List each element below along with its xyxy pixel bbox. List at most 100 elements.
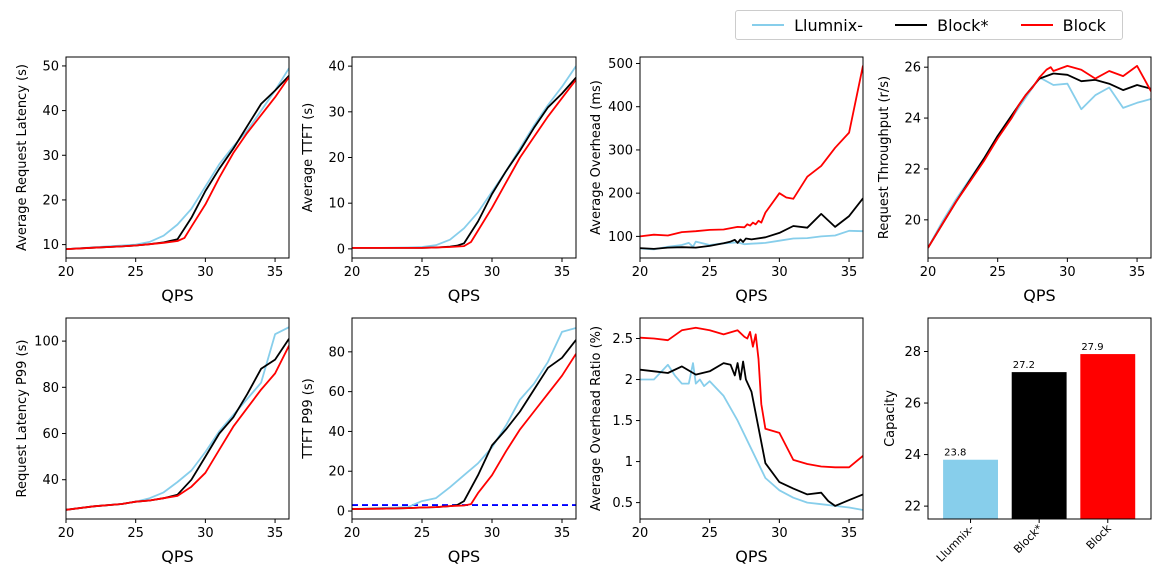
series-line-block (640, 65, 863, 238)
y-axis-label: Request Throughput (r/s) (877, 76, 892, 239)
x-axis-label: QPS (448, 286, 480, 305)
x-tick-label: 25 (701, 265, 718, 280)
plot-area (640, 326, 863, 511)
y-axis-label: Average Overhead (ms) (589, 80, 604, 235)
y-tick-label: 10 (328, 197, 345, 212)
plot-area (352, 327, 576, 510)
y-tick-label: 26 (904, 397, 921, 412)
y-tick-label: 200 (608, 187, 633, 202)
series-line-block (352, 339, 576, 510)
panel-p7: 20 25 30 35 QPS 0.5 1 1.5 2 2.5 Average Overhead R… (589, 317, 864, 566)
x-tick-label: 20 (632, 526, 649, 541)
axes-frame (639, 317, 864, 520)
plot-area (640, 65, 863, 251)
series-line-block (352, 77, 576, 249)
y-axis-label: Capacity (883, 390, 898, 447)
panel-p5: 20 25 30 35 QPS 40 60 80 100 Request Latency P99 … (15, 317, 290, 566)
axes-frame (65, 317, 290, 520)
plot-area (352, 65, 576, 249)
series-line-llumnix (640, 362, 863, 511)
x-tick-label: 30 (771, 265, 788, 280)
series-line-llumnix (352, 327, 576, 510)
x-tick-label: 35 (554, 265, 571, 280)
x-tick-label: 35 (267, 526, 284, 541)
x-axis-label: QPS (161, 547, 193, 566)
y-tick-label: 500 (608, 57, 633, 72)
panel-p6: 20 25 30 35 QPS 0 20 40 60 80 TTFT P99 (s) (301, 317, 577, 566)
panel-p1: 20 25 30 35 QPS 10 20 30 40 50 Average Request Lat… (15, 56, 290, 305)
legend-label-llumnix: Llumnix- (794, 15, 863, 35)
series-line-block (352, 353, 576, 510)
x-tick-label: 30 (484, 265, 501, 280)
y-axis-label: Request Latency P99 (s) (15, 340, 30, 498)
series-line-llumnix (352, 65, 576, 249)
y-tick-label: 40 (42, 473, 59, 488)
x-tick-label: 35 (841, 265, 858, 280)
y-tick-label: 30 (328, 105, 345, 120)
y-tick-label: 2 (625, 373, 633, 388)
panel-p2: 20 25 30 35 QPS 0 10 20 30 40 Average TTFT (s) (301, 56, 577, 305)
legend-swatch-blockstar (895, 24, 928, 26)
x-tick-label: 35 (1129, 265, 1146, 280)
y-tick-label: 24 (904, 448, 921, 463)
y-tick-label: 40 (328, 60, 345, 75)
y-axis-label: Average TTFT (s) (301, 103, 316, 212)
x-tick-label: 25 (414, 265, 431, 280)
bar-value-label: 27.2 (1013, 360, 1035, 371)
x-tick-label: Block (1084, 521, 1115, 552)
series-line-block (352, 79, 576, 249)
x-tick-label: Block* (1011, 522, 1045, 556)
x-tick-label: 35 (841, 526, 858, 541)
bar-block (1080, 354, 1136, 519)
legend: Llumnix- Block* Block (735, 10, 1123, 40)
series-line-block (66, 338, 289, 511)
legend-swatch-block (1020, 24, 1053, 26)
plot-area (928, 65, 1151, 249)
y-axis-label: Average Request Latency (s) (15, 64, 30, 251)
y-tick-label: 10 (42, 238, 59, 253)
x-tick-label: 20 (58, 265, 75, 280)
y-tick-label: 80 (42, 381, 59, 396)
y-tick-label: 20 (328, 465, 345, 480)
x-axis-label: QPS (161, 286, 193, 305)
y-tick-label: 22 (904, 162, 921, 177)
x-tick-label: 20 (344, 526, 361, 541)
y-tick-label: 20 (328, 151, 345, 166)
x-tick-label: 25 (414, 526, 431, 541)
y-tick-label: 100 (608, 230, 633, 245)
series-line-block (66, 76, 289, 250)
x-tick-label: 30 (484, 526, 501, 541)
y-tick-label: 28 (904, 345, 921, 360)
y-tick-label: 300 (608, 143, 633, 158)
y-tick-label: 1 (625, 455, 633, 470)
y-tick-label: 40 (42, 104, 59, 119)
legend-label-block: Block (1062, 15, 1106, 35)
x-tick-label: 25 (701, 526, 718, 541)
series-line-block (640, 197, 863, 250)
x-tick-label: 30 (1059, 265, 1076, 280)
bar-block (1011, 372, 1067, 519)
x-tick-label: 25 (989, 265, 1006, 280)
legend-label-blockstar: Block* (937, 15, 989, 35)
y-tick-label: 20 (42, 193, 59, 208)
legend-swatch-llumnix (752, 24, 785, 26)
y-tick-label: 2.5 (612, 332, 633, 347)
series-line-llumnix (66, 67, 289, 250)
x-axis-label: QPS (448, 547, 480, 566)
x-axis-label: QPS (1023, 286, 1055, 305)
x-axis-label: QPS (735, 286, 767, 305)
series-line-block (66, 75, 289, 250)
panel-p4: 20 25 30 35 QPS 20 22 24 26 Request Throughput (r… (877, 56, 1152, 305)
y-axis-label: TTFT P99 (s) (301, 378, 316, 459)
x-axis-label: QPS (735, 547, 767, 566)
series-line-llumnix (66, 326, 289, 511)
y-tick-label: 60 (42, 427, 59, 442)
x-tick-label: 30 (197, 265, 214, 280)
x-tick-label: 35 (267, 265, 284, 280)
series-line-llumnix (640, 229, 863, 251)
x-tick-label: 25 (127, 526, 144, 541)
x-tick-label: 30 (771, 526, 788, 541)
axes-frame (927, 56, 1152, 259)
series-line-block (640, 326, 863, 469)
